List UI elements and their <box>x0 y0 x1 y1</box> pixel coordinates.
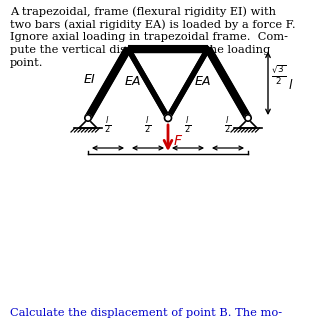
Circle shape <box>245 115 251 121</box>
Text: two bars (axial rigidity EA) is loaded by a force F.: two bars (axial rigidity EA) is loaded b… <box>10 19 296 30</box>
Text: point.: point. <box>10 58 43 68</box>
Text: $\frac{l}{2}$: $\frac{l}{2}$ <box>144 114 152 135</box>
Text: $\frac{l}{2}$: $\frac{l}{2}$ <box>224 114 232 135</box>
Text: $F$: $F$ <box>173 134 183 148</box>
Polygon shape <box>85 47 131 119</box>
Polygon shape <box>126 48 170 119</box>
Polygon shape <box>205 47 251 119</box>
Text: A trapezoidal, frame (flexural rigidity EI) with: A trapezoidal, frame (flexural rigidity … <box>10 6 276 16</box>
Polygon shape <box>166 48 210 119</box>
Text: $\frac{l}{2}$: $\frac{l}{2}$ <box>184 114 192 135</box>
Text: $EA$: $EA$ <box>124 75 142 88</box>
Text: Calculate the displacement of point B. The mo-: Calculate the displacement of point B. T… <box>10 308 282 318</box>
Text: pute the vertical displacement at the loading: pute the vertical displacement at the lo… <box>10 45 270 55</box>
Text: $EA$: $EA$ <box>194 75 212 88</box>
Text: $\frac{\sqrt{3}}{2}$: $\frac{\sqrt{3}}{2}$ <box>271 64 286 87</box>
Circle shape <box>85 115 91 121</box>
Polygon shape <box>128 46 208 52</box>
Text: $l$: $l$ <box>288 78 293 92</box>
Text: Ignore axial loading in trapezoidal frame.  Com-: Ignore axial loading in trapezoidal fram… <box>10 32 288 42</box>
Text: $EI$: $EI$ <box>83 73 96 86</box>
Circle shape <box>165 114 171 121</box>
Text: $\frac{l}{2}$: $\frac{l}{2}$ <box>104 114 112 135</box>
